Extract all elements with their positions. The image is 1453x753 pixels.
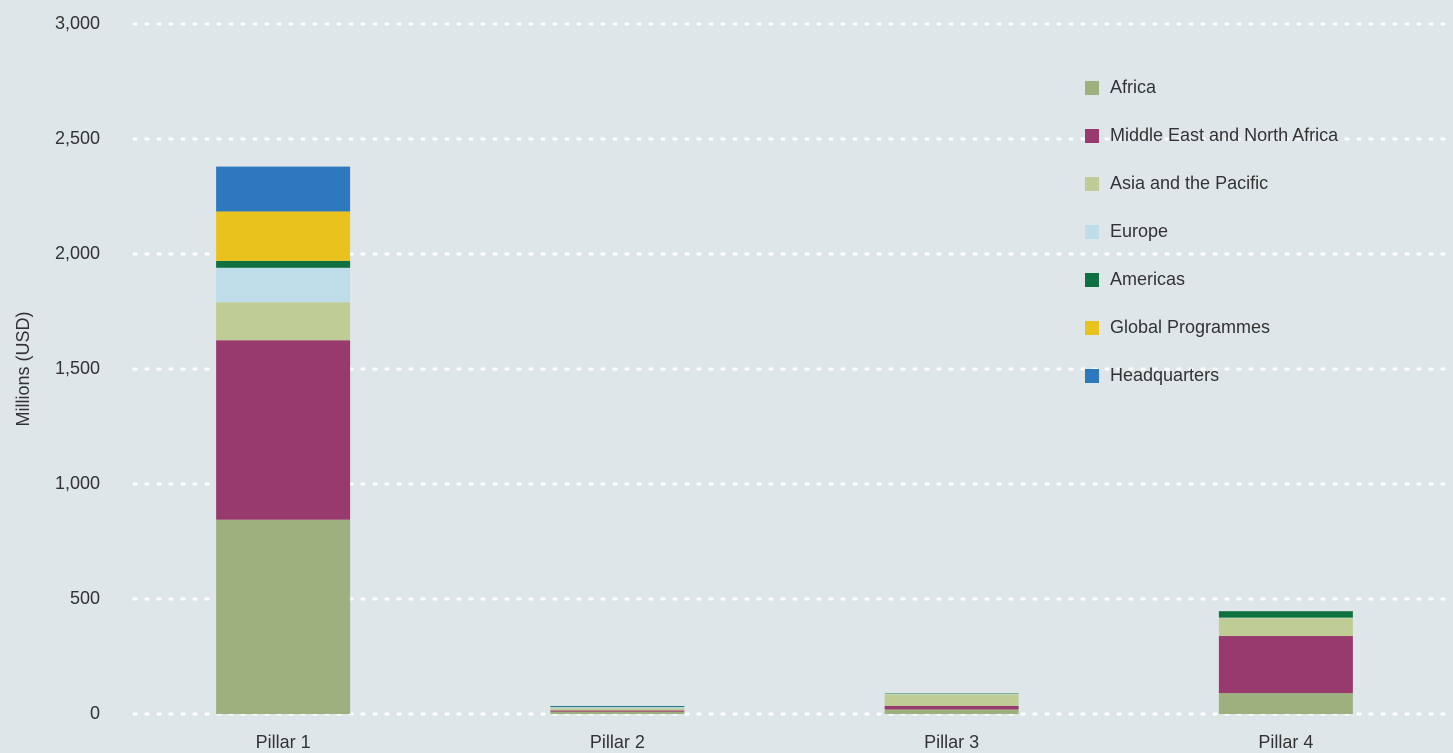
y-tick-label: 2,000 [55,243,100,263]
bar-segment [216,166,351,212]
legend-label: Americas [1110,269,1185,289]
legend-label: Headquarters [1110,365,1219,385]
bar-segment [216,340,351,520]
y-tick-label: 500 [70,588,100,608]
legend-swatch [1085,273,1099,287]
y-axis-label: Millions (USD) [13,311,33,426]
legend-swatch [1085,81,1099,95]
y-tick-label: 3,000 [55,13,100,33]
legend-swatch [1085,129,1099,143]
bar-segment [884,705,1019,710]
bar-segment [216,260,351,268]
legend-label: Asia and the Pacific [1110,173,1268,193]
legend-label: Europe [1110,221,1168,241]
y-tick-label: 2,500 [55,128,100,148]
legend-label: Africa [1110,77,1157,97]
x-tick-label: Pillar 4 [1258,732,1313,752]
x-tick-label: Pillar 3 [924,732,979,752]
bar-segment [1218,693,1353,714]
legend-swatch [1085,369,1099,383]
bar-segment [1218,611,1353,618]
legend-label: Global Programmes [1110,317,1270,337]
bar-segment [1218,636,1353,694]
bar-segment [550,708,685,711]
legend-swatch [1085,321,1099,335]
bar-segment [216,302,351,341]
bar-segment [1218,618,1353,637]
x-tick-label: Pillar 2 [590,732,645,752]
legend-swatch [1085,177,1099,191]
bar-segment [550,710,685,712]
x-tick-label: Pillar 1 [256,732,311,752]
bar-segment [216,519,351,714]
bar-segment [884,709,1019,714]
y-tick-label: 0 [90,703,100,723]
legend-swatch [1085,225,1099,239]
legend-label: Middle East and North Africa [1110,125,1339,145]
bar-segment [884,694,1019,706]
bar-segment [550,706,685,708]
bar-segment [216,211,351,261]
bar-segment [550,707,685,709]
bar-segment [216,267,351,303]
y-tick-label: 1,000 [55,473,100,493]
y-tick-label: 1,500 [55,358,100,378]
bar-segment [550,711,685,714]
